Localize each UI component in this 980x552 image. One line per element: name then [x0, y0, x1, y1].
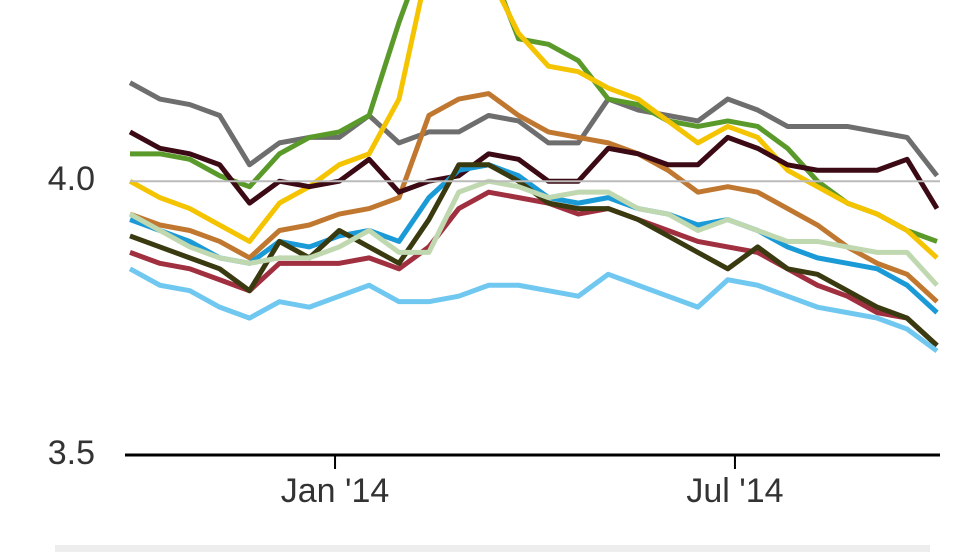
series-line: [129, 189, 939, 348]
series-line: [128, 80, 939, 178]
series-line: [128, 129, 940, 210]
series-line: [128, 0, 939, 260]
footer-bar: [55, 545, 930, 552]
x-tick-label: Jan '14: [281, 472, 390, 510]
plot-area: [128, 0, 940, 353]
series-line: [129, 162, 939, 315]
series-line: [128, 266, 939, 353]
series-line: [130, 0, 938, 244]
y-tick-label: 3.5: [48, 434, 95, 472]
series-line: [129, 91, 939, 304]
series-line: [128, 178, 939, 287]
x-tick-label: Jul '14: [686, 472, 783, 510]
y-tick-label: 4.0: [48, 160, 95, 198]
